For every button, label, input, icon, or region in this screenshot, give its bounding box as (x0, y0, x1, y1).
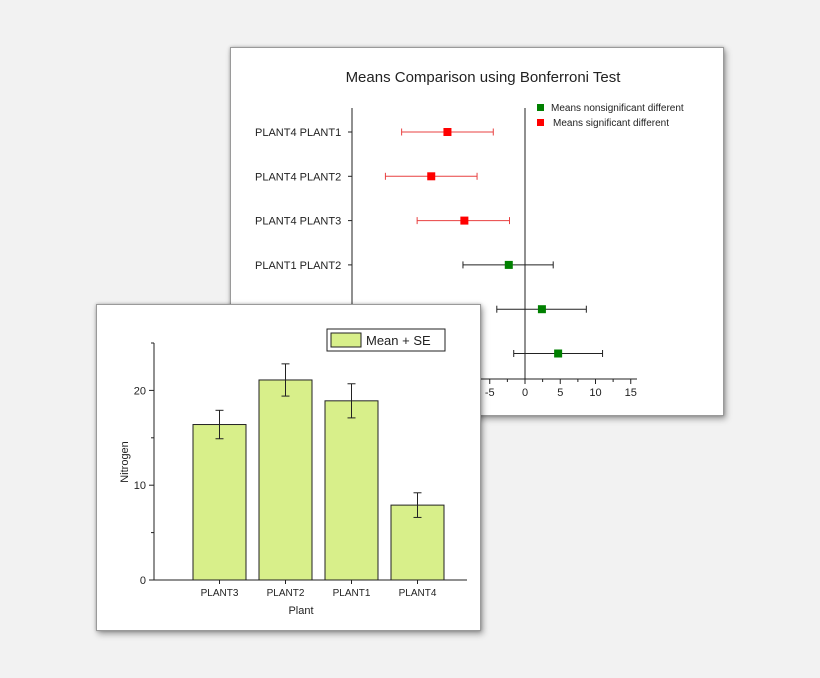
nitrogen-bar-chart-panel: Nitrogen Plant Mean + SE 0 10 20 PLANT3 PLAN… (96, 304, 481, 631)
bonf-x-tick-label: 10 (589, 387, 601, 399)
bonf-category-label: PLANT4 PLANT2 (255, 171, 341, 183)
bonf-category-label: PLANT1 PLANT2 (255, 260, 341, 272)
bonf-mean-marker (504, 260, 513, 269)
bar-category-label: PLANT3 (201, 588, 239, 599)
bonf-category-label: PLANT4 PLANT3 (255, 216, 341, 228)
bar-category-label: PLANT4 (399, 588, 437, 599)
bonf-mean-marker (427, 172, 436, 181)
bar-legend: Mean + SE (326, 328, 446, 352)
bar-category-label: PLANT2 (267, 588, 305, 599)
legend-swatch-mean-se (330, 332, 362, 348)
bar-y-tick-label: 20 (134, 385, 146, 397)
bar (324, 400, 379, 581)
bonf-x-tick-label: 5 (557, 387, 563, 399)
bonf-mean-marker (460, 216, 469, 225)
bar-y-tick-label: 10 (134, 480, 146, 492)
legend-swatch-significant (537, 119, 544, 126)
bar (258, 379, 313, 581)
bar (192, 424, 247, 581)
bonf-x-tick-label: -5 (485, 387, 495, 399)
bar-category-label: PLANT1 (333, 588, 371, 599)
legend-label-mean-se: Mean + SE (366, 333, 431, 348)
nitrogen-bar-chart: Nitrogen Plant Mean + SE 0 10 20 PLANT3 PLAN… (119, 328, 467, 617)
bonf-mean-marker (537, 305, 546, 314)
bonferroni-chart: Means Comparison using Bonferroni Test M… (255, 69, 684, 399)
bonf-category-label: PLANT4 PLANT1 (255, 127, 341, 139)
bonferroni-title: Means Comparison using Bonferroni Test (346, 69, 622, 86)
bonf-mean-marker (554, 349, 563, 358)
bar-xlabel: Plant (288, 605, 313, 617)
bonf-mean-marker (443, 128, 452, 136)
bonferroni-legend: Means nonsignificant different Means sig… (537, 103, 684, 129)
legend-label-significant: Means significant different (553, 118, 669, 129)
bar-y-tick-label: 0 (140, 575, 146, 587)
legend-label-nonsignificant: Means nonsignificant different (551, 103, 684, 114)
bar-ylabel: Nitrogen (119, 441, 131, 483)
legend-swatch-nonsignificant (537, 104, 544, 111)
bonf-x-tick-label: 15 (625, 387, 637, 399)
bonf-x-tick-label: 0 (522, 387, 528, 399)
